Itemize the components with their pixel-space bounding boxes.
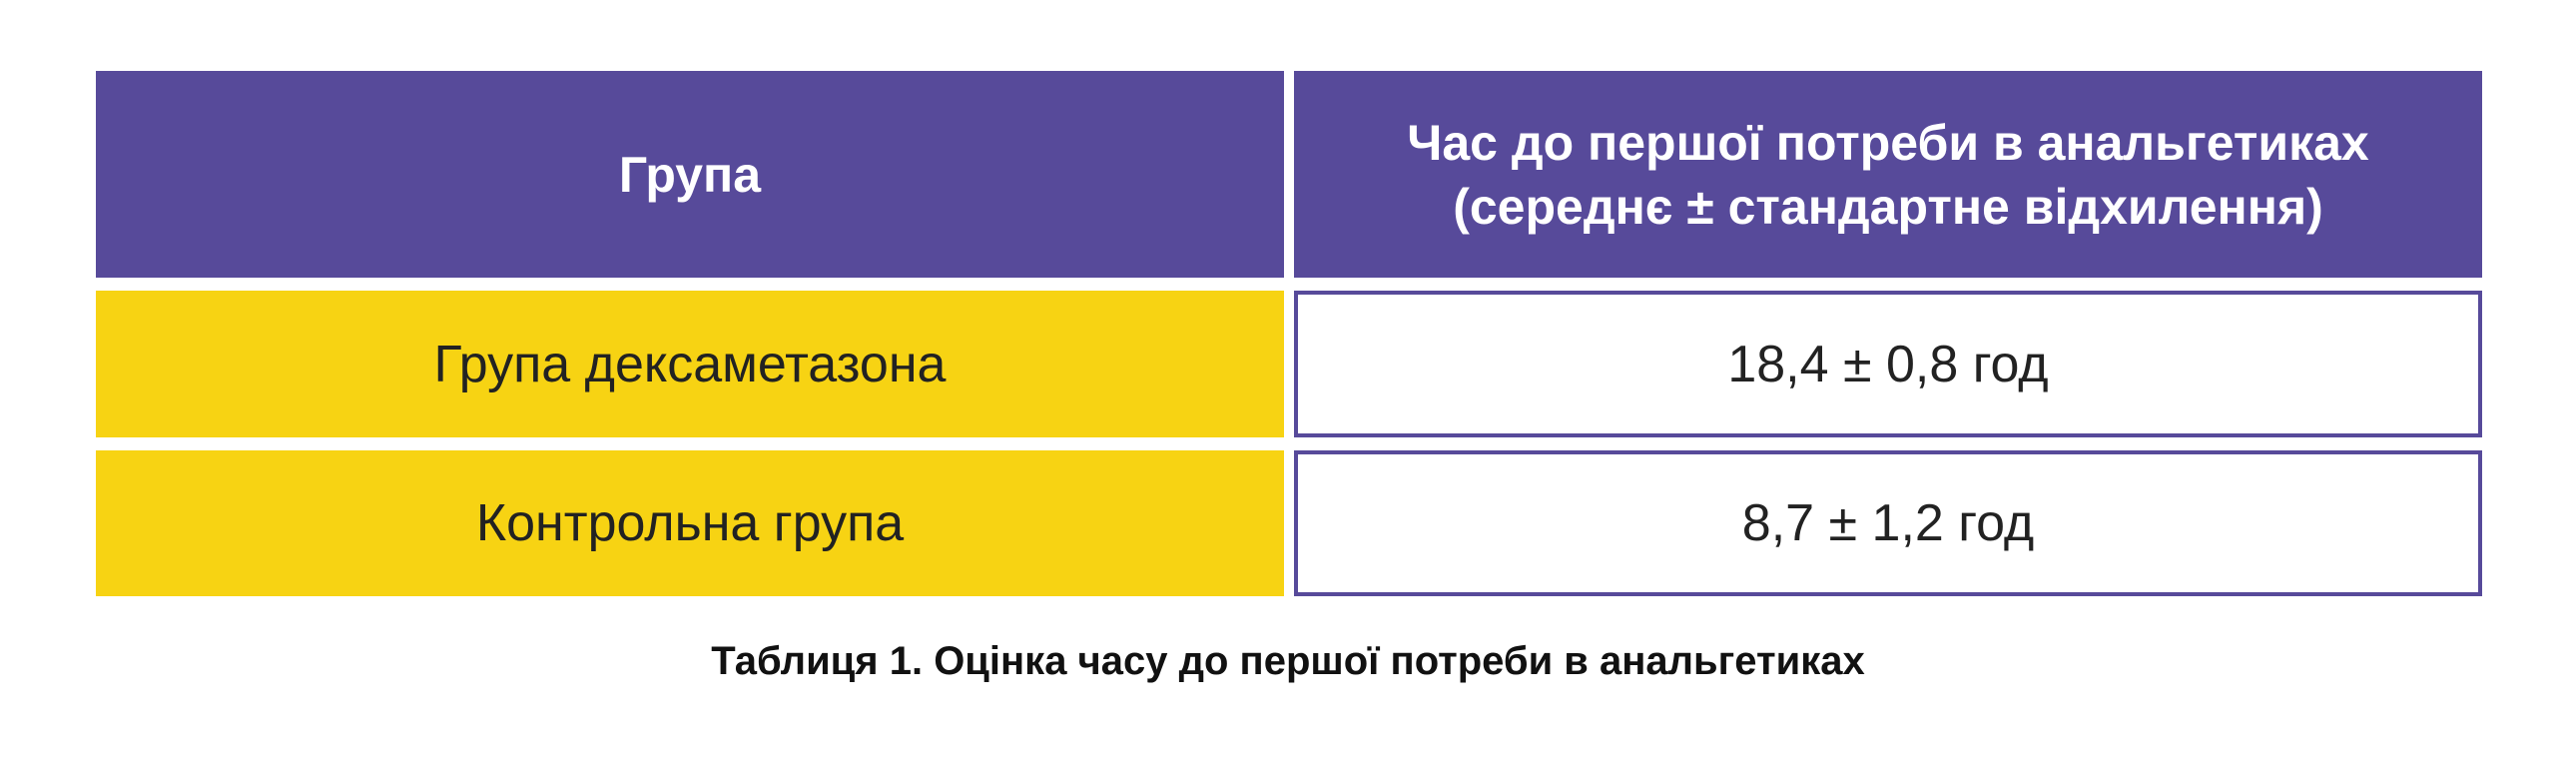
table-caption: Таблиця 1. Оцінка часу до першої потреби… [711,639,1865,683]
header-time: Час до першої потреби в анальгетиках (се… [1294,71,2482,278]
table-row-group: Контрольна група [96,450,1284,596]
table-row-value: 8,7 ± 1,2 год [1294,450,2482,596]
header-time-label: Час до першої потреби в анальгетиках (се… [1407,114,2369,235]
table-row-value: 18,4 ± 0,8 год [1294,291,2482,437]
header-group: Група [96,71,1284,278]
table-row-group: Група дексаметазона [96,291,1284,437]
